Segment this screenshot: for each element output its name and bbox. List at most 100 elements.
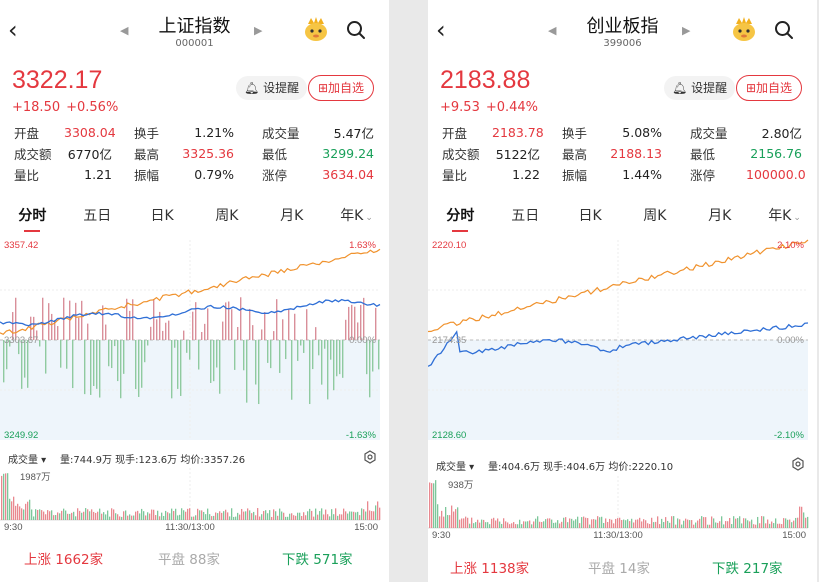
set-reminder-button[interactable]: 🔔︎ 设提醒	[236, 76, 308, 100]
prev-index-arrow-icon[interactable]: ◀	[120, 24, 129, 37]
volume-bar	[477, 519, 479, 528]
volume-bar	[339, 514, 341, 520]
chart-tab[interactable]: 五日	[511, 208, 540, 224]
volume-bar	[581, 517, 583, 528]
prev-index-arrow-icon[interactable]: ◀	[548, 24, 557, 37]
order-flow-bar	[159, 311, 161, 340]
back-arrow-icon[interactable]: ‹	[436, 16, 446, 44]
stat-label: 最低	[262, 147, 288, 162]
order-flow-bar	[171, 340, 173, 399]
axis-low-label: 2128.60	[432, 430, 466, 441]
chart-tab[interactable]: 周K	[215, 208, 239, 224]
axis-high-pct: 2.10%	[777, 240, 804, 251]
volume-bar	[443, 516, 445, 528]
volume-bar	[371, 511, 373, 520]
chart-tab[interactable]: 五日	[83, 208, 112, 224]
next-index-arrow-icon[interactable]: ▶	[682, 24, 691, 37]
volume-bar	[327, 514, 329, 520]
chart-tab[interactable]: 日K	[578, 208, 602, 224]
order-flow-bar	[45, 340, 47, 374]
volume-bar	[651, 517, 653, 528]
order-flow-bar	[60, 340, 62, 368]
volume-bar	[441, 510, 443, 528]
volume-bar	[729, 518, 731, 528]
search-icon[interactable]	[346, 20, 366, 40]
back-arrow-icon[interactable]: ‹	[8, 16, 18, 44]
volume-bar	[521, 524, 523, 528]
volume-bar	[37, 509, 39, 520]
volume-bar	[513, 522, 515, 528]
average-price-line	[428, 239, 809, 333]
add-to-watchlist-button[interactable]: ⊞加自选	[736, 75, 802, 101]
volume-bar	[471, 517, 473, 528]
volume-max-label: 938万	[448, 480, 473, 491]
mascot-icon[interactable]	[302, 16, 330, 42]
quote-stats: 开盘 2183.78 换手 5.08% 成交量 2.80亿 成交额 5122亿 最高 2188.1…	[442, 122, 806, 185]
next-index-arrow-icon[interactable]: ▶	[254, 24, 263, 37]
volume-bar	[343, 508, 345, 520]
volume-bar	[375, 505, 377, 520]
volume-bar	[697, 520, 699, 528]
order-flow-bar	[315, 327, 317, 340]
search-icon[interactable]	[774, 20, 794, 40]
order-flow-bar	[135, 340, 137, 390]
volume-bar	[505, 521, 507, 528]
volume-bar	[673, 516, 675, 528]
stat-value: 5.47亿	[333, 126, 374, 141]
volume-bar	[617, 518, 619, 528]
volume-bar	[63, 508, 65, 520]
intraday-chart[interactable]: 3357.42 3249.92 3303.67 1.63% -1.63% 0.00%	[0, 232, 389, 442]
volume-selector[interactable]: 成交量 ▾	[436, 462, 475, 473]
order-flow-bar	[333, 340, 335, 391]
axis-mid-label: 3303.67	[4, 335, 38, 346]
volume-bar	[329, 516, 331, 520]
volume-bar	[183, 510, 185, 520]
order-flow-bar	[243, 340, 245, 371]
volume-bar	[157, 510, 159, 520]
volume-bar	[81, 512, 83, 520]
settings-icon[interactable]	[363, 450, 377, 464]
chart-tab[interactable]: 周K	[643, 208, 667, 224]
set-reminder-button[interactable]: 🔔︎ 设提醒	[664, 76, 736, 100]
axis-low-pct: -1.63%	[346, 430, 377, 441]
chart-tab[interactable]: 年K ⌄	[340, 208, 373, 224]
order-flow-bar	[210, 340, 212, 383]
stat-label: 成交额	[14, 147, 52, 162]
volume-bar	[9, 498, 11, 520]
volume-bar	[319, 511, 321, 520]
chart-tab[interactable]: 分时	[0, 204, 65, 232]
volume-bar	[367, 501, 369, 520]
stat-value: 100000.0	[746, 167, 806, 182]
volume-bar	[537, 516, 539, 528]
mascot-icon[interactable]	[730, 16, 758, 42]
intraday-chart[interactable]: 2220.10 2128.60 2174.35 2.10% -2.10% 0.00%	[428, 232, 817, 442]
volume-bar	[643, 519, 645, 528]
order-flow-bar	[297, 340, 299, 361]
order-flow-bar	[330, 340, 332, 360]
order-flow-bar	[180, 340, 182, 396]
volume-bar	[777, 523, 779, 528]
volume-bar	[359, 515, 361, 520]
add-to-watchlist-button[interactable]: ⊞加自选	[308, 75, 374, 101]
volume-bar	[135, 511, 137, 520]
volume-bar	[607, 522, 609, 528]
volume-selector[interactable]: 成交量 ▾	[8, 455, 47, 466]
volume-bar	[645, 520, 647, 528]
chart-tab[interactable]: 日K	[150, 208, 174, 224]
chevron-down-icon: ⌄	[365, 213, 373, 223]
volume-bar	[529, 520, 531, 528]
chart-tab[interactable]: 年K ⌄	[768, 208, 801, 224]
volume-bar	[791, 522, 793, 528]
volume-bar	[219, 511, 221, 520]
volume-bar	[91, 509, 93, 520]
order-flow-bar	[75, 302, 77, 340]
chart-tab[interactable]: 分时	[428, 204, 493, 232]
chart-tab[interactable]: 月K	[708, 208, 732, 224]
chart-tab[interactable]: 月K	[280, 208, 304, 224]
order-flow-bar	[216, 340, 218, 368]
stat-value: 6770亿	[67, 147, 112, 162]
settings-icon[interactable]	[791, 457, 805, 471]
order-flow-bar	[120, 340, 122, 399]
volume-bar	[323, 514, 325, 520]
volume-bar	[59, 513, 61, 520]
